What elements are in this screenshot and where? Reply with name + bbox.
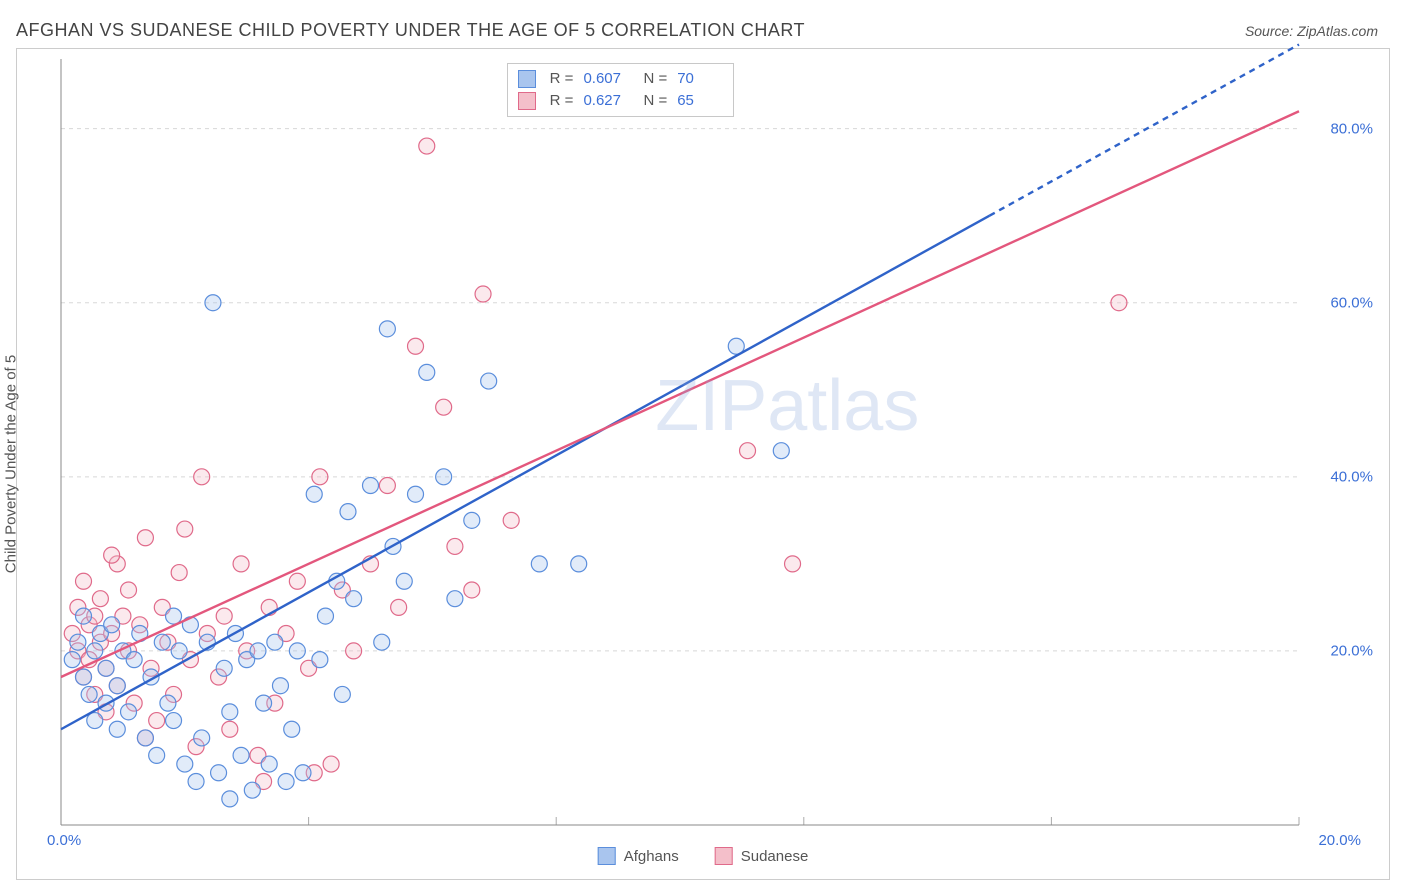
y-axis-label: Child Poverty Under the Age of 5 xyxy=(3,355,20,573)
r-value-sudanese: 0.627 xyxy=(583,90,629,112)
source-attribution: Source: ZipAtlas.com xyxy=(1245,23,1378,41)
plot-area: ZIPatlas xyxy=(61,59,1299,825)
statistics-legend: R = 0.607 N = 70 R = 0.627 N = 65 xyxy=(507,63,735,117)
source-prefix: Source: xyxy=(1245,23,1297,39)
r-label: R = xyxy=(550,68,574,90)
x-axis-origin-label: 0.0% xyxy=(47,832,81,849)
n-label: N = xyxy=(643,90,667,112)
y-tick-label: 80.0% xyxy=(1330,120,1373,137)
chart-container: Child Poverty Under the Age of 5 ZIPatla… xyxy=(16,48,1390,880)
y-tick-label: 40.0% xyxy=(1330,468,1373,485)
legend-label-afghans: Afghans xyxy=(624,848,679,865)
n-label: N = xyxy=(643,68,667,90)
y-tick-label: 20.0% xyxy=(1330,642,1373,659)
legend-label-sudanese: Sudanese xyxy=(741,848,809,865)
swatch-afghans xyxy=(518,70,536,88)
source-name: ZipAtlas.com xyxy=(1297,23,1378,39)
legend-item-afghans: Afghans xyxy=(598,847,679,865)
r-label: R = xyxy=(550,90,574,112)
x-axis-right-label: 20.0% xyxy=(1318,832,1361,849)
swatch-sudanese xyxy=(518,92,536,110)
series-legend: Afghans Sudanese xyxy=(598,847,809,865)
legend-item-sudanese: Sudanese xyxy=(715,847,809,865)
n-value-sudanese: 65 xyxy=(677,90,723,112)
stats-row-afghans: R = 0.607 N = 70 xyxy=(518,68,724,90)
chart-svg xyxy=(61,59,1299,825)
n-value-afghans: 70 xyxy=(677,68,723,90)
y-tick-label: 60.0% xyxy=(1330,294,1373,311)
stats-row-sudanese: R = 0.627 N = 65 xyxy=(518,90,724,112)
swatch-sudanese xyxy=(715,847,733,865)
chart-title: AFGHAN VS SUDANESE CHILD POVERTY UNDER T… xyxy=(16,20,805,41)
swatch-afghans xyxy=(598,847,616,865)
r-value-afghans: 0.607 xyxy=(583,68,629,90)
